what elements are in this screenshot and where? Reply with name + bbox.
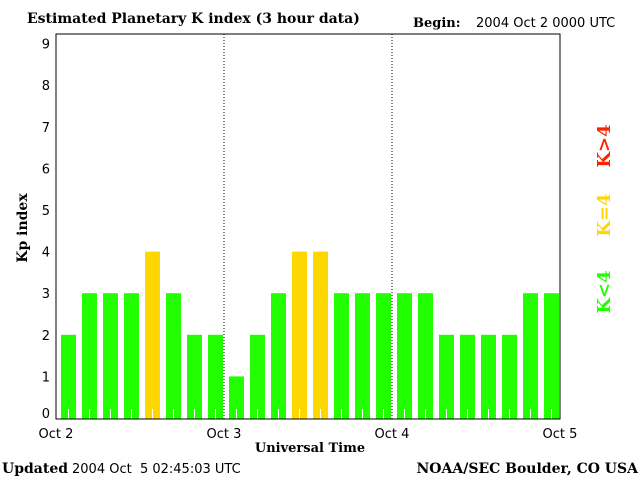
x-tick-label: Oct 5 — [543, 427, 578, 442]
kp-bar — [145, 251, 160, 419]
x-tick-label: Oct 4 — [375, 427, 410, 442]
legend-entry: K<4 — [594, 270, 615, 313]
kp-bar — [376, 293, 391, 419]
kp-bar — [439, 334, 454, 419]
x-tick-label: Oct 2 — [39, 427, 74, 442]
legend-entry: K>4 — [594, 124, 615, 167]
plot-frame — [55, 33, 561, 420]
kp-bar — [502, 334, 517, 419]
kp-bar — [355, 293, 370, 419]
kp-bar — [313, 251, 328, 419]
kp-bar — [124, 293, 139, 419]
begin-value: 2004 Oct 2 0000 UTC — [476, 16, 615, 31]
kp-bar — [187, 334, 202, 419]
y-tick-label: 7 — [42, 121, 50, 136]
kp-bar — [271, 293, 286, 419]
kp-bar — [523, 293, 538, 419]
kp-bar — [82, 293, 97, 419]
kp-bar — [460, 334, 475, 419]
y-tick-label: 8 — [42, 79, 50, 94]
kp-bar — [61, 334, 76, 419]
chart-title: Estimated Planetary K index (3 hour data… — [27, 11, 360, 27]
kp-bar — [292, 251, 307, 419]
y-tick-label: 5 — [42, 204, 50, 219]
kp-bar — [418, 293, 433, 419]
legend-entry: K=4 — [594, 193, 615, 236]
updated-value: 2004 Oct 5 02:45:03 UTC — [72, 462, 241, 477]
y-tick-label: 6 — [42, 162, 50, 177]
source-label: NOAA/SEC Boulder, CO USA — [417, 461, 640, 477]
kp-bar — [229, 376, 244, 419]
x-axis-label: Universal Time — [255, 441, 365, 456]
kp-bar — [208, 334, 223, 419]
begin-label: Begin: — [413, 16, 461, 31]
y-tick-label: 1 — [42, 370, 50, 385]
kp-bar — [103, 293, 118, 419]
kp-bar — [334, 293, 349, 419]
kp-bar — [544, 293, 559, 419]
y-tick-label: 0 — [42, 407, 50, 422]
kp-bar — [250, 334, 265, 419]
y-tick-label: 4 — [42, 246, 50, 261]
kp-bar — [481, 334, 496, 419]
y-tick-label: 9 — [42, 38, 50, 53]
y-tick-label: 3 — [42, 287, 50, 302]
updated-label: Updated — [2, 461, 68, 477]
kp-bar — [166, 293, 181, 419]
y-tick-label: 2 — [42, 329, 50, 344]
y-axis-label: Kp index — [15, 193, 31, 263]
kp-bar — [397, 293, 412, 419]
x-tick-label: Oct 3 — [207, 427, 242, 442]
